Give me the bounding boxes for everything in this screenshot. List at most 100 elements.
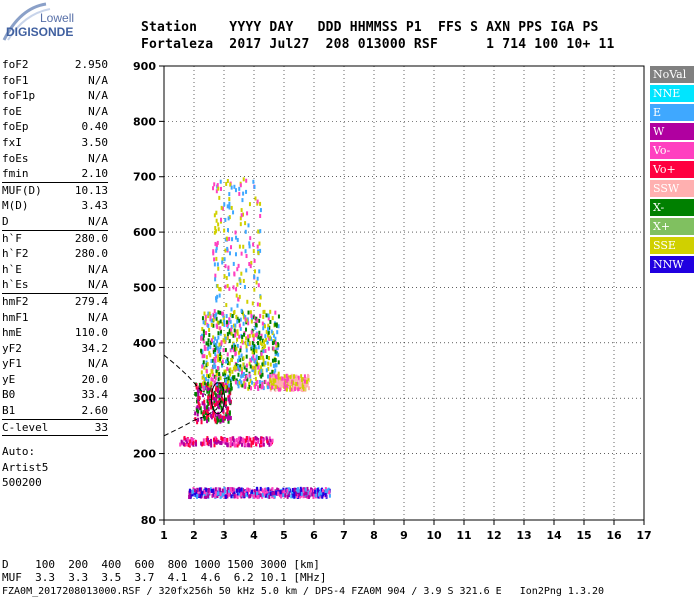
echo-point	[254, 345, 257, 350]
echo-point	[297, 387, 300, 392]
echo-point	[276, 330, 279, 335]
echo-point	[242, 177, 245, 182]
echo-point	[262, 355, 265, 360]
echo-point	[264, 348, 267, 353]
echo-point	[218, 400, 221, 405]
echo-point	[219, 440, 222, 445]
echo-point	[214, 376, 217, 381]
echo-point	[228, 489, 231, 494]
echo-point	[262, 442, 265, 447]
echo-point	[278, 379, 281, 384]
x-tick-label: 9	[400, 529, 408, 542]
echo-point	[229, 382, 232, 387]
echo-point	[214, 273, 217, 278]
echo-point	[261, 384, 264, 389]
echo-point	[267, 346, 270, 351]
echo-point	[218, 390, 221, 395]
echo-point	[262, 349, 265, 354]
echo-point	[201, 327, 204, 332]
echo-point	[207, 342, 210, 347]
echo-point	[324, 492, 327, 497]
echo-point	[286, 488, 289, 493]
echo-point	[247, 386, 250, 391]
echo-point	[219, 179, 222, 184]
echo-point	[299, 383, 302, 388]
echo-point	[305, 377, 308, 382]
echo-point	[236, 282, 239, 287]
echo-point	[226, 490, 229, 495]
echo-point	[239, 357, 242, 362]
echo-point	[257, 370, 260, 375]
echo-point	[226, 204, 229, 209]
echo-point	[215, 210, 218, 215]
echo-point	[277, 373, 280, 378]
echo-point	[296, 377, 299, 382]
echo-point	[297, 375, 300, 380]
echo-point	[233, 342, 236, 347]
echo-point	[239, 364, 242, 369]
echo-point	[224, 336, 227, 341]
echo-point	[267, 366, 270, 371]
echo-point	[198, 406, 201, 411]
param-row: hmF1 N/A	[2, 310, 108, 326]
echo-point	[217, 418, 220, 423]
echo-point	[226, 413, 229, 418]
echo-point	[217, 331, 220, 336]
param-value: N/A	[88, 89, 108, 103]
echo-point	[261, 321, 264, 326]
echo-point	[254, 376, 257, 381]
echo-point	[240, 208, 243, 213]
echo-point	[226, 437, 229, 442]
echo-point	[302, 380, 305, 385]
echo-point	[272, 384, 275, 389]
echo-point	[200, 390, 203, 395]
echo-point	[228, 339, 231, 344]
echo-point	[268, 492, 271, 497]
echo-point	[215, 420, 218, 425]
echo-point	[286, 379, 289, 384]
echo-point	[277, 488, 280, 493]
echo-point	[223, 387, 226, 392]
echo-point	[260, 385, 263, 390]
echo-point	[255, 354, 258, 359]
echo-point	[234, 351, 237, 356]
echo-point	[231, 442, 234, 447]
echo-point	[322, 492, 325, 497]
echo-point	[216, 494, 219, 499]
echo-point	[259, 313, 262, 318]
echo-point	[244, 315, 247, 320]
echo-point	[293, 487, 296, 492]
echo-point	[241, 438, 244, 443]
echo-point	[203, 492, 206, 497]
legend-item: E	[650, 104, 694, 121]
echo-point	[232, 210, 235, 215]
echo-point	[200, 410, 203, 415]
param-row: D N/A	[2, 214, 108, 230]
echo-point	[273, 491, 276, 496]
echo-point	[256, 379, 259, 384]
echo-point	[255, 436, 258, 441]
echo-point	[290, 387, 293, 392]
echo-point	[288, 381, 291, 386]
echo-point	[220, 329, 223, 334]
echo-point	[236, 443, 239, 448]
echo-point	[271, 376, 274, 381]
echo-point	[256, 486, 259, 491]
echo-point	[292, 384, 295, 389]
echo-point	[224, 217, 227, 222]
echo-point	[218, 287, 221, 292]
echo-point	[215, 342, 218, 347]
echo-point	[215, 345, 218, 350]
echo-point	[206, 381, 209, 386]
echo-point	[303, 487, 306, 492]
echo-point	[226, 283, 229, 288]
echo-point	[271, 487, 274, 492]
echo-point	[225, 236, 228, 241]
distance-row: D 100 200 400 600 800 1000 1500 3000 [km…	[2, 558, 320, 571]
echo-point	[205, 363, 208, 368]
param-row: C-level 33	[2, 420, 108, 436]
echo-point	[194, 441, 197, 446]
echo-point	[227, 321, 230, 326]
echo-point	[249, 494, 252, 499]
echo-point	[207, 437, 210, 442]
